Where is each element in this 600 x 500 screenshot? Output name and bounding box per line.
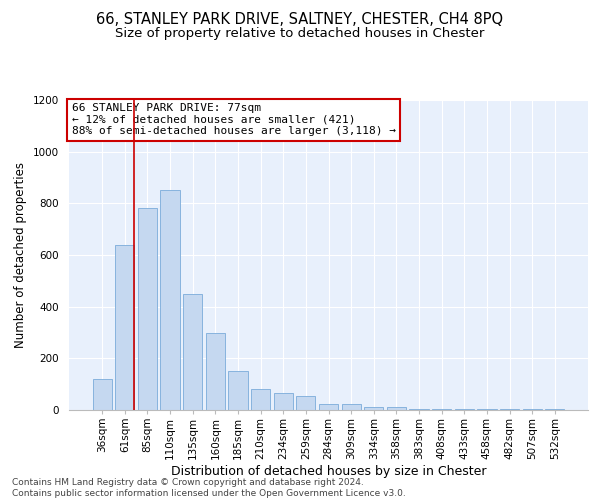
Bar bbox=[183, 294, 202, 410]
Bar bbox=[387, 408, 406, 410]
Bar bbox=[341, 404, 361, 410]
Bar bbox=[364, 408, 383, 410]
Bar bbox=[251, 390, 270, 410]
Bar bbox=[160, 190, 180, 410]
Text: Size of property relative to detached houses in Chester: Size of property relative to detached ho… bbox=[115, 28, 485, 40]
X-axis label: Distribution of detached houses by size in Chester: Distribution of detached houses by size … bbox=[171, 464, 486, 477]
Bar bbox=[296, 396, 316, 410]
Bar bbox=[92, 379, 112, 410]
Bar bbox=[229, 371, 248, 410]
Text: 66, STANLEY PARK DRIVE, SALTNEY, CHESTER, CH4 8PQ: 66, STANLEY PARK DRIVE, SALTNEY, CHESTER… bbox=[97, 12, 503, 28]
Y-axis label: Number of detached properties: Number of detached properties bbox=[14, 162, 28, 348]
Bar bbox=[409, 409, 428, 410]
Bar bbox=[138, 208, 157, 410]
Text: 66 STANLEY PARK DRIVE: 77sqm
← 12% of detached houses are smaller (421)
88% of s: 66 STANLEY PARK DRIVE: 77sqm ← 12% of de… bbox=[71, 103, 395, 136]
Bar bbox=[274, 393, 293, 410]
Text: Contains HM Land Registry data © Crown copyright and database right 2024.
Contai: Contains HM Land Registry data © Crown c… bbox=[12, 478, 406, 498]
Bar bbox=[432, 409, 451, 410]
Bar bbox=[206, 332, 225, 410]
Bar bbox=[115, 244, 134, 410]
Bar bbox=[319, 404, 338, 410]
